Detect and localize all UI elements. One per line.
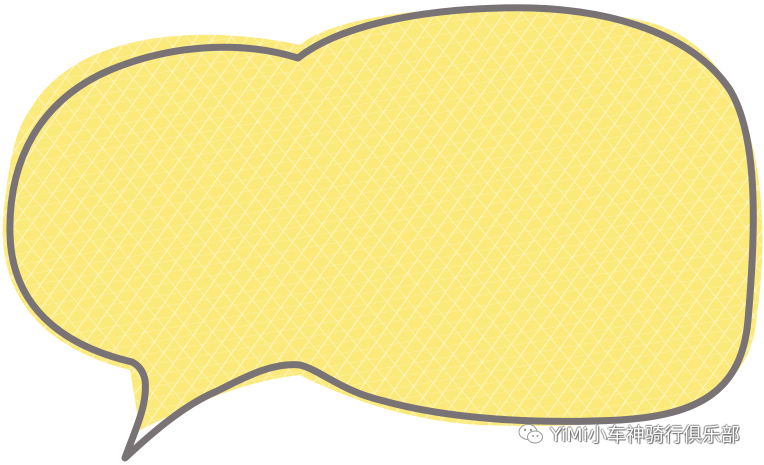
bubble-outline — [6, 4, 757, 462]
watermark-text: YiMi小车神骑行俱乐部 — [550, 424, 740, 446]
watermark: YiMi小车神骑行俱乐部 — [518, 420, 740, 447]
wechat-icon — [518, 423, 543, 443]
